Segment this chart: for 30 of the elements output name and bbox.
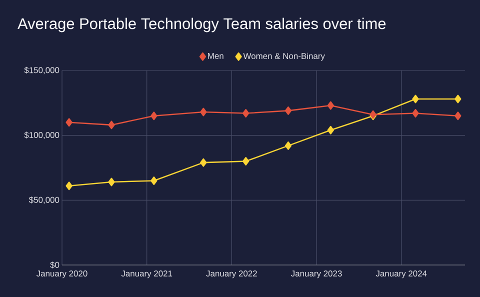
point [454,94,462,104]
legend-label: Women & Non-Binary [243,52,325,61]
point [454,112,462,120]
x-tick-label: January 2024 [376,270,427,278]
point [108,178,115,186]
point [66,118,72,127]
point [150,176,158,185]
point [150,112,158,120]
point [242,109,250,118]
point [242,157,250,166]
point [200,108,207,116]
x-tick-label: January 2022 [206,270,257,278]
point [108,120,115,130]
point [284,141,292,150]
y-tick-label: $150,000 [24,66,60,74]
y-tick-label: $0 [50,262,60,268]
point [200,158,207,167]
chart-title: Average Portable Technology Team salaries over time [18,18,386,32]
point [327,126,334,134]
point [284,106,292,115]
x-tick-label: January 2021 [121,270,172,278]
legend-label: Men [208,53,224,59]
x-tick-label: January 2023 [290,270,342,278]
y-tick-label: $100,000 [24,132,60,139]
point [412,109,419,118]
x-tick-label: January 2020 [36,270,88,278]
y-tick-label: $50,000 [28,196,60,204]
point [412,94,419,104]
point [327,101,334,110]
point [66,182,72,190]
